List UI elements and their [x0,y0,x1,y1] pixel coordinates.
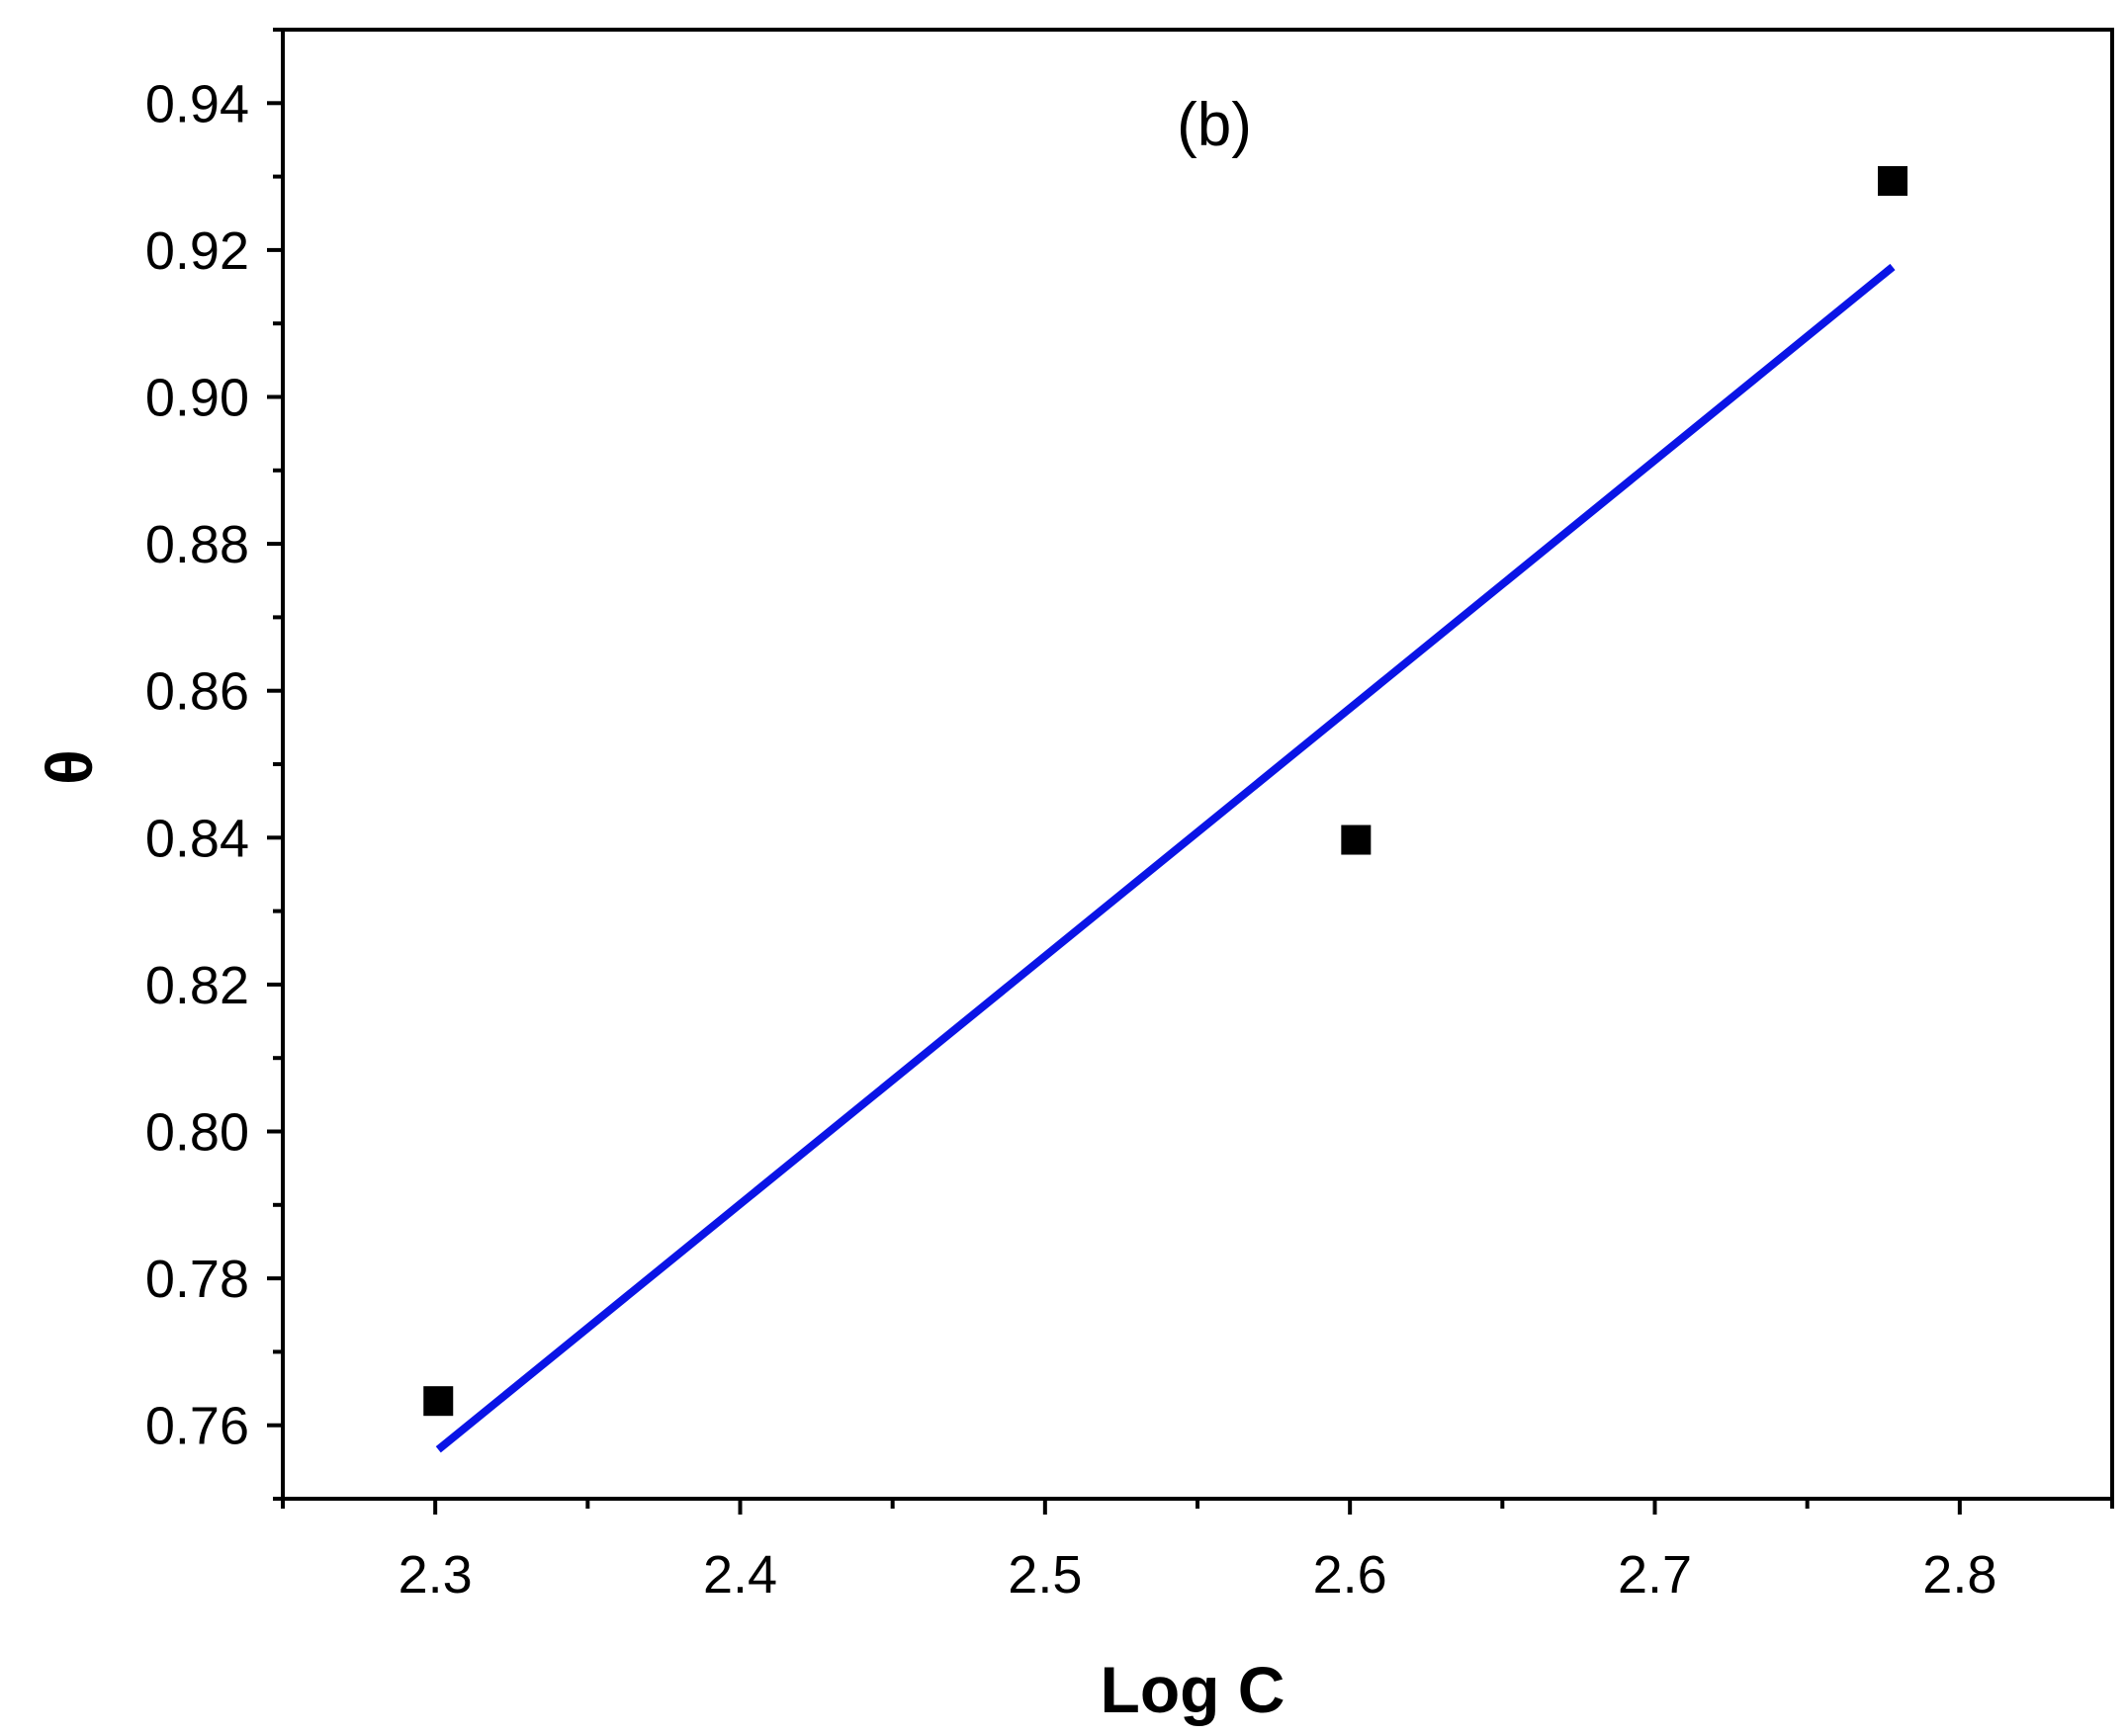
x-axis-title: Log C [1101,1653,1286,1726]
plot-frame [281,28,2114,1501]
y-tick-label: 0.86 [145,662,249,722]
y-tick-label: 0.78 [145,1250,249,1309]
y-tick-label: 0.82 [145,956,249,1015]
x-tick-label: 2.6 [1313,1545,1387,1605]
x-tick-label: 2.3 [399,1545,473,1605]
y-axis-title: θ [33,749,106,785]
panel-label: (b) [1177,91,1252,159]
y-tick-label: 0.92 [145,221,249,281]
x-tick-label: 2.8 [1922,1545,1996,1605]
y-tick-label: 0.84 [145,809,249,868]
y-tick-label: 0.90 [145,369,249,428]
x-tick-label: 2.4 [703,1545,777,1605]
data-point [1341,825,1372,855]
tick-layer: 2.3 2.4 2.5 2.6 2.7 2.8 0.76 0.78 0.80 0.82 0.84 0.… [145,28,2114,1605]
data-point [423,1386,454,1417]
fit-line-layer [435,263,1896,1453]
x-tick-label: 2.5 [1008,1545,1082,1605]
x-tick-label: 2.7 [1618,1545,1692,1605]
y-tick-label: 0.76 [145,1397,249,1456]
data-point [1878,166,1907,197]
data-point-layer [423,166,1907,1417]
y-tick-label: 0.88 [145,515,249,574]
y-tick-label: 0.80 [145,1103,249,1163]
linear-fit-line [435,263,1896,1453]
plot-frame-layer [281,28,2114,1501]
y-tick-label: 0.94 [145,74,249,133]
